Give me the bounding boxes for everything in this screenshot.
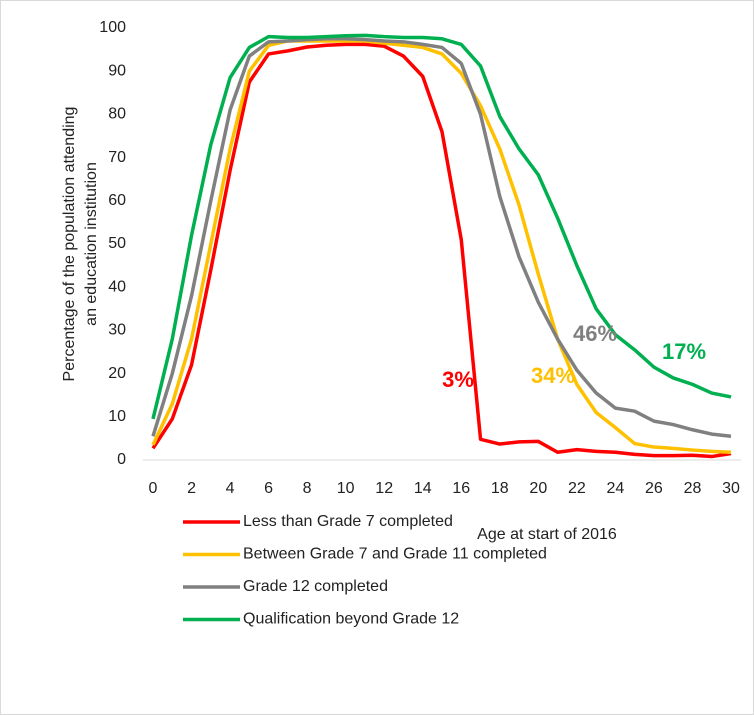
- series-line: [151, 37, 732, 438]
- y-tick-label: 90: [108, 62, 126, 79]
- y-tick-label: 40: [108, 278, 126, 295]
- y-tick-label: 70: [108, 149, 126, 166]
- x-tick-label: 20: [529, 480, 547, 497]
- x-tick-label: 0: [149, 480, 158, 497]
- x-tick-label: 26: [645, 480, 663, 497]
- x-tick-label: 18: [491, 480, 509, 497]
- y-axis-label: Percentage of the population attending: [61, 107, 78, 382]
- annotation: 46%: [573, 321, 617, 346]
- y-axis-label: an education institution: [83, 162, 100, 326]
- x-tick-label: 16: [452, 480, 470, 497]
- legend-label: Less than Grade 7 completed: [243, 513, 453, 530]
- y-tick-label: 20: [108, 365, 126, 382]
- series-line: [151, 33, 732, 420]
- y-tick-label: 30: [108, 322, 126, 339]
- x-axis-label: Age at start of 2016: [477, 526, 617, 543]
- x-tick-label: 28: [684, 480, 702, 497]
- annotation: 34%: [531, 363, 575, 388]
- annotation: 3%: [442, 367, 474, 392]
- series-line: [151, 42, 732, 459]
- legend-label: Qualification beyond Grade 12: [243, 611, 459, 628]
- x-tick-label: 22: [568, 480, 586, 497]
- legend-label: Grade 12 completed: [243, 578, 388, 595]
- y-tick-label: 60: [108, 192, 126, 209]
- x-tick-label: 2: [187, 480, 196, 497]
- annotation: 17%: [662, 339, 706, 364]
- x-tick-label: 14: [414, 480, 432, 497]
- legend-label: Between Grade 7 and Grade 11 completed: [243, 546, 547, 563]
- y-tick-label: 10: [108, 408, 126, 425]
- x-tick-label: 10: [337, 480, 355, 497]
- x-tick-label: 12: [375, 480, 393, 497]
- y-tick-label: 100: [99, 19, 126, 36]
- x-tick-label: 24: [607, 480, 625, 497]
- y-tick-label: 0: [117, 451, 126, 468]
- series-line: [151, 39, 732, 454]
- x-tick-label: 6: [264, 480, 273, 497]
- x-tick-label: 4: [226, 480, 235, 497]
- x-tick-label: 8: [303, 480, 312, 497]
- y-tick-label: 50: [108, 235, 126, 252]
- x-tick-label: 30: [722, 480, 740, 497]
- y-tick-label: 80: [108, 106, 126, 123]
